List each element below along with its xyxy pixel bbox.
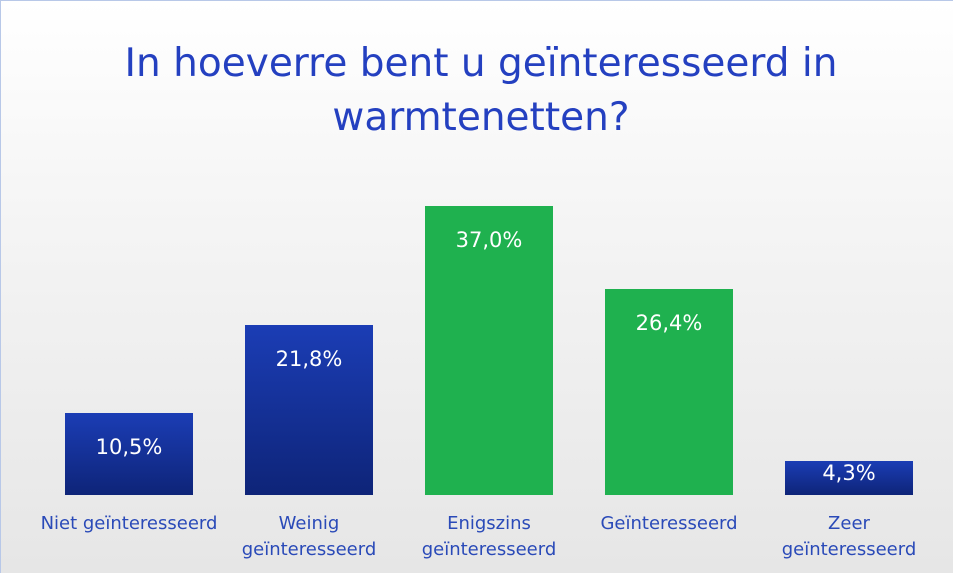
x-tick-label: Niet geïnteresseerd (40, 513, 218, 534)
value-label: 10,5% (95, 434, 163, 459)
bar (65, 412, 193, 495)
x-tick-label: Weinig geïnteresseerd (241, 513, 377, 560)
chart-title: In hoeverre bent u geïnteresseerd in war… (124, 41, 838, 140)
value-label: 21,8% (275, 346, 343, 371)
value-label: 4,3% (822, 461, 876, 485)
bar (605, 288, 733, 495)
x-tick-label: Zeer geïnteresseerd (781, 513, 917, 560)
x-tick-label: Geïnteresseerd (600, 513, 738, 534)
value-label: 26,4% (635, 310, 703, 335)
x-tick-label: Enigszins geïnteresseerd (421, 513, 557, 560)
bar (785, 461, 913, 495)
value-label: 37,0% (455, 228, 523, 252)
bar (245, 324, 373, 495)
bar (425, 206, 553, 495)
